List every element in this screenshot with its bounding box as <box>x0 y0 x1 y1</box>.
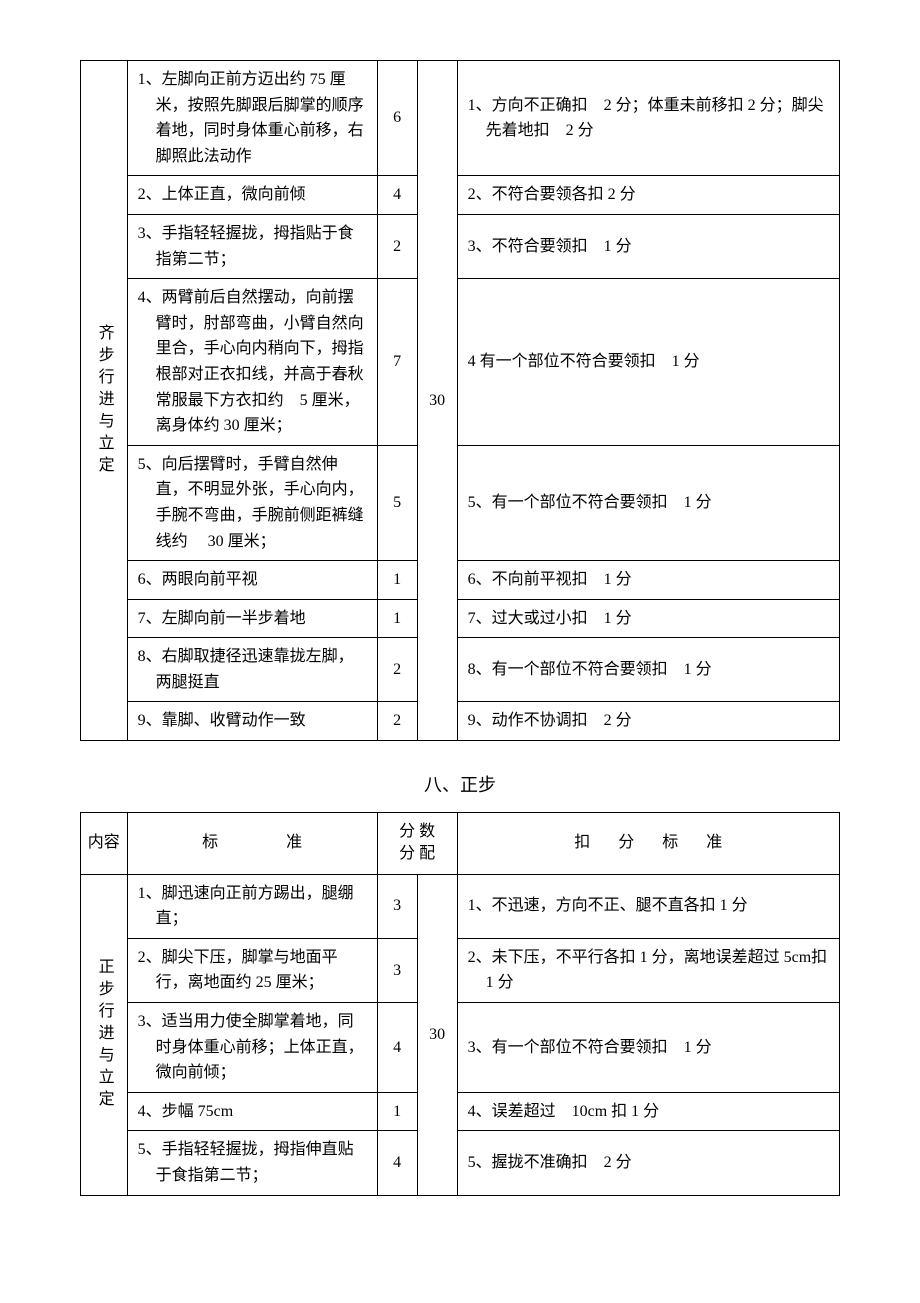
table-row: 2、上体正直，微向前倾 4 2、不符合要领各扣 2 分 <box>81 176 840 215</box>
deduction-cell: 2、不符合要领各扣 2 分 <box>457 176 839 215</box>
score-cell: 3 <box>377 938 417 1002</box>
table-row: 6、两眼向前平视 1 6、不向前平视扣 1 分 <box>81 561 840 600</box>
deduction-cell: 9、动作不协调扣 2 分 <box>457 702 839 741</box>
standard-cell: 5、向后摆臂时，手臂自然伸直，不明显外张，手心向内，手腕不弯曲，手腕前侧距裤缝线… <box>127 445 377 560</box>
table-row: 8、右脚取捷径迅速靠拢左脚，两腿挺直 2 8、有一个部位不符合要领扣 1 分 <box>81 638 840 702</box>
standard-cell: 2、上体正直，微向前倾 <box>127 176 377 215</box>
score-cell: 4 <box>377 1131 417 1195</box>
deduction-cell: 5、握拢不准确扣 2 分 <box>457 1131 839 1195</box>
standard-cell: 5、手指轻轻握拢，拇指伸直贴于食指第二节； <box>127 1131 377 1195</box>
standard-cell: 6、两眼向前平视 <box>127 561 377 600</box>
deduction-cell: 6、不向前平视扣 1 分 <box>457 561 839 600</box>
table-row: 4、步幅 75cm 1 4、误差超过 10cm 扣 1 分 <box>81 1092 840 1131</box>
deduction-cell: 7、过大或过小扣 1 分 <box>457 599 839 638</box>
table-row: 3、手指轻轻握拢，拇指贴于食指第二节； 2 3、不符合要领扣 1 分 <box>81 214 840 278</box>
standard-cell: 4、步幅 75cm <box>127 1092 377 1131</box>
deduction-cell: 3、有一个部位不符合要领扣 1 分 <box>457 1003 839 1093</box>
standard-cell: 3、适当用力使全脚掌着地，同时身体重心前移；上体正直，微向前倾； <box>127 1003 377 1093</box>
score-cell: 2 <box>377 638 417 702</box>
score-cell: 4 <box>377 1003 417 1093</box>
header-content: 内容 <box>81 812 128 874</box>
table-row: 2、脚尖下压，脚掌与地面平行，离地面约 25 厘米； 3 2、未下压，不平行各扣… <box>81 938 840 1002</box>
table-row: 9、靠脚、收臂动作一致 2 9、动作不协调扣 2 分 <box>81 702 840 741</box>
deduction-cell: 1、不迅速，方向不正、腿不直各扣 1 分 <box>457 874 839 938</box>
header-standard: 标 准 <box>127 812 377 874</box>
score-cell: 1 <box>377 599 417 638</box>
deduction-cell: 4 有一个部位不符合要领扣 1 分 <box>457 279 839 446</box>
table-row: 齐步行进与立定 1、左脚向正前方迈出约 75 厘米，按照先脚跟后脚掌的顺序着地，… <box>81 61 840 176</box>
header-deduction: 扣 分 标 准 <box>457 812 839 874</box>
score-cell: 1 <box>377 1092 417 1131</box>
standard-cell: 8、右脚取捷径迅速靠拢左脚，两腿挺直 <box>127 638 377 702</box>
total-score-cell: 30 <box>417 874 457 1195</box>
category-cell: 齐步行进与立定 <box>81 61 128 741</box>
category-cell: 正步行进与立定 <box>81 874 128 1195</box>
standard-cell: 1、脚迅速向正前方踢出，腿绷直； <box>127 874 377 938</box>
total-score-cell: 30 <box>417 61 457 741</box>
header-score-dist: 分 数 分 配 <box>377 812 457 874</box>
deduction-cell: 5、有一个部位不符合要领扣 1 分 <box>457 445 839 560</box>
deduction-cell: 4、误差超过 10cm 扣 1 分 <box>457 1092 839 1131</box>
standard-cell: 9、靠脚、收臂动作一致 <box>127 702 377 741</box>
section-title: 八、正步 <box>80 771 840 800</box>
score-cell: 1 <box>377 561 417 600</box>
score-cell: 7 <box>377 279 417 446</box>
standard-cell: 7、左脚向前一半步着地 <box>127 599 377 638</box>
deduction-cell: 8、有一个部位不符合要领扣 1 分 <box>457 638 839 702</box>
standard-cell: 3、手指轻轻握拢，拇指贴于食指第二节； <box>127 214 377 278</box>
score-cell: 5 <box>377 445 417 560</box>
table-row: 5、手指轻轻握拢，拇指伸直贴于食指第二节； 4 5、握拢不准确扣 2 分 <box>81 1131 840 1195</box>
deduction-cell: 1、方向不正确扣 2 分；体重未前移扣 2 分；脚尖先着地扣 2 分 <box>457 61 839 176</box>
standard-cell: 4、两臂前后自然摆动，向前摆臂时，肘部弯曲，小臂自然向里合，手心向内稍向下，拇指… <box>127 279 377 446</box>
deduction-cell: 2、未下压，不平行各扣 1 分，离地误差超过 5cm扣 1 分 <box>457 938 839 1002</box>
score-cell: 2 <box>377 214 417 278</box>
table-header-row: 内容 标 准 分 数 分 配 扣 分 标 准 <box>81 812 840 874</box>
table-row: 正步行进与立定 1、脚迅速向正前方踢出，腿绷直； 3 30 1、不迅速，方向不正… <box>81 874 840 938</box>
score-cell: 3 <box>377 874 417 938</box>
scoring-table-2: 内容 标 准 分 数 分 配 扣 分 标 准 正步行进与立定 1、脚迅速向正前方… <box>80 812 840 1196</box>
score-cell: 6 <box>377 61 417 176</box>
table-row: 5、向后摆臂时，手臂自然伸直，不明显外张，手心向内，手腕不弯曲，手腕前侧距裤缝线… <box>81 445 840 560</box>
table-row: 4、两臂前后自然摆动，向前摆臂时，肘部弯曲，小臂自然向里合，手心向内稍向下，拇指… <box>81 279 840 446</box>
score-dist-line2: 分 配 <box>399 845 435 862</box>
score-dist-line1: 分 数 <box>399 823 435 840</box>
score-cell: 4 <box>377 176 417 215</box>
score-cell: 2 <box>377 702 417 741</box>
standard-cell: 2、脚尖下压，脚掌与地面平行，离地面约 25 厘米； <box>127 938 377 1002</box>
standard-cell: 1、左脚向正前方迈出约 75 厘米，按照先脚跟后脚掌的顺序着地，同时身体重心前移… <box>127 61 377 176</box>
scoring-table-1: 齐步行进与立定 1、左脚向正前方迈出约 75 厘米，按照先脚跟后脚掌的顺序着地，… <box>80 60 840 741</box>
deduction-cell: 3、不符合要领扣 1 分 <box>457 214 839 278</box>
table-row: 7、左脚向前一半步着地 1 7、过大或过小扣 1 分 <box>81 599 840 638</box>
table-row: 3、适当用力使全脚掌着地，同时身体重心前移；上体正直，微向前倾； 4 3、有一个… <box>81 1003 840 1093</box>
